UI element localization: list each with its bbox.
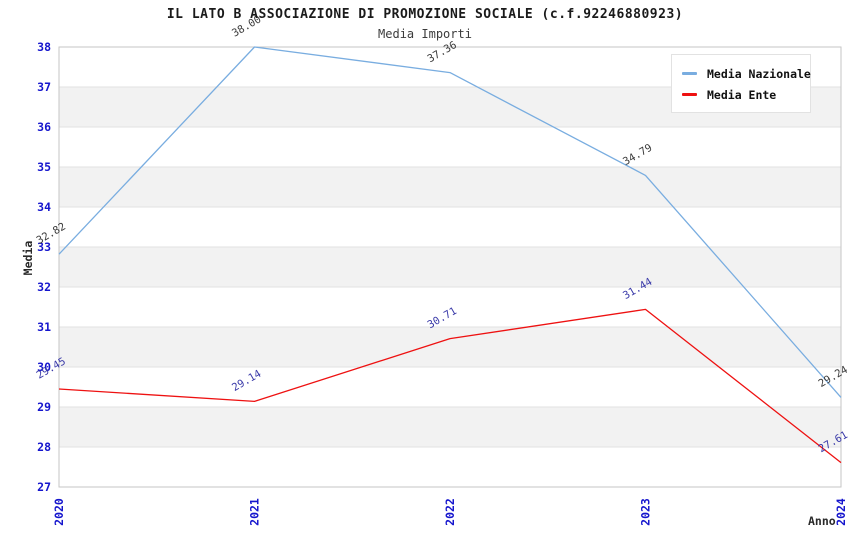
legend-label: Media Ente [707, 87, 777, 102]
grid-band [59, 407, 841, 447]
point-label: 34.79 [621, 142, 654, 168]
y-tick-label: 36 [37, 120, 51, 134]
y-tick-label: 32 [37, 280, 51, 294]
y-tick-label: 38 [37, 40, 51, 54]
y-tick-label: 27 [37, 480, 51, 494]
y-tick-label: 35 [37, 160, 51, 174]
x-tick-label: 2022 [443, 498, 457, 526]
point-label: 29.24 [817, 364, 850, 390]
y-tick-label: 28 [37, 440, 51, 454]
legend-swatch-icon [682, 72, 697, 75]
series-line-media-nazionale [58, 46, 842, 398]
plot-border [58, 46, 842, 488]
point-label: 29.14 [230, 368, 263, 394]
x-axis-label: Anno [808, 514, 836, 528]
x-tick-label: 2023 [639, 498, 653, 526]
point-label: 37.36 [426, 39, 459, 65]
y-tick-label: 37 [37, 80, 51, 94]
legend-label: Media Nazionale [707, 66, 811, 81]
chart-subtitle: Media Importi [378, 27, 472, 41]
x-tick-label: 2020 [52, 498, 66, 526]
chart-title: IL LATO B ASSOCIAZIONE DI PROMOZIONE SOC… [166, 7, 684, 22]
grid-band [59, 167, 841, 207]
x-tick-label: 2024 [834, 498, 848, 526]
legend-item-media-ente: Media Ente [682, 84, 800, 105]
legend: Media Nazionale Media Ente [671, 54, 811, 113]
y-tick-label: 34 [37, 200, 51, 214]
y-tick-label: 33 [37, 240, 51, 254]
point-label: 32.82 [35, 221, 68, 247]
y-tick-label: 31 [37, 320, 51, 334]
y-tick-label: 30 [37, 360, 51, 374]
legend-item-media-nazionale: Media Nazionale [682, 63, 811, 84]
series-line-media-ente [58, 308, 842, 464]
y-tick-label: 29 [37, 400, 51, 414]
grid-band [59, 247, 841, 287]
legend-swatch-icon [682, 93, 697, 96]
y-axis-label: Media [21, 240, 35, 276]
grid-band [59, 327, 841, 367]
x-tick-label: 2021 [248, 498, 262, 526]
